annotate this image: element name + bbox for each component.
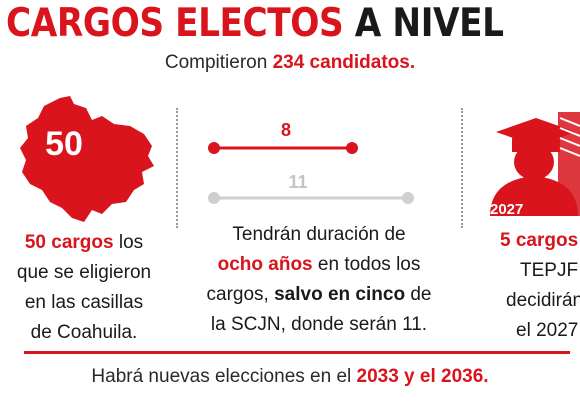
right-description: 5 cargos d TEPJF s decidirán el 2027. bbox=[478, 226, 580, 346]
right-line2: TEPJF s bbox=[520, 260, 580, 281]
right-line1-red: 5 cargos bbox=[500, 230, 579, 251]
left-line1-red: 50 cargos bbox=[24, 232, 114, 253]
middle-line2-red: ocho años bbox=[217, 254, 313, 275]
main-title: CARGOS ELECTOS A NIVEL FEDERA bbox=[6, 0, 511, 48]
subtitle-text: Compitieron bbox=[164, 52, 273, 73]
graduates-icon: 2027 bbox=[490, 112, 580, 218]
divider-right bbox=[461, 108, 463, 228]
middle-line2-rest: en todos los bbox=[312, 254, 421, 275]
middle-line3-end: de bbox=[405, 284, 432, 305]
red-line-value: 8 bbox=[280, 120, 291, 140]
left-line1-rest: los bbox=[113, 232, 144, 253]
footer-highlight: 2033 y el 2036. bbox=[356, 366, 489, 387]
middle-line1: Tendrán duración de bbox=[232, 224, 406, 245]
gray-duration-line bbox=[208, 192, 414, 204]
footer-text: Habrá nuevas elecciones en el bbox=[91, 366, 357, 387]
gray-line-value: 11 bbox=[288, 172, 308, 192]
coahuila-map-icon bbox=[20, 96, 154, 222]
right-line4: el 2027. bbox=[516, 320, 580, 341]
year-label: 2027 bbox=[490, 201, 523, 218]
middle-line3-start: cargos, bbox=[206, 284, 275, 305]
middle-description: Tendrán duración de ocho años en todos l… bbox=[188, 220, 450, 340]
bottom-red-rule bbox=[24, 351, 570, 354]
red-duration-line bbox=[208, 142, 358, 154]
subtitle: Compitieron 234 candidatos. bbox=[0, 52, 580, 74]
coahuila-map: 50 bbox=[14, 94, 162, 230]
left-line4: de Coahuila. bbox=[30, 322, 138, 343]
right-line3: decidirán bbox=[506, 290, 580, 311]
middle-line3-bold: salvo en cinco bbox=[274, 284, 406, 305]
title-red-part: CARGOS ELECTOS bbox=[6, 1, 344, 46]
footer: Habrá nuevas elecciones en el 2033 y el … bbox=[0, 366, 580, 388]
title-dark-part: A NIVEL FEDERA bbox=[354, 1, 511, 46]
left-line2: que se eligieron bbox=[16, 262, 152, 283]
duration-lines bbox=[208, 142, 414, 204]
left-description: 50 cargos los que se eligieron en las ca… bbox=[4, 228, 164, 348]
divider-left bbox=[176, 108, 178, 228]
middle-line4: la SCJN, donde serán 11. bbox=[210, 314, 428, 335]
map-number: 50 bbox=[45, 125, 83, 163]
left-line3: en las casillas bbox=[24, 292, 144, 313]
subtitle-highlight: 234 candidatos. bbox=[272, 52, 416, 73]
